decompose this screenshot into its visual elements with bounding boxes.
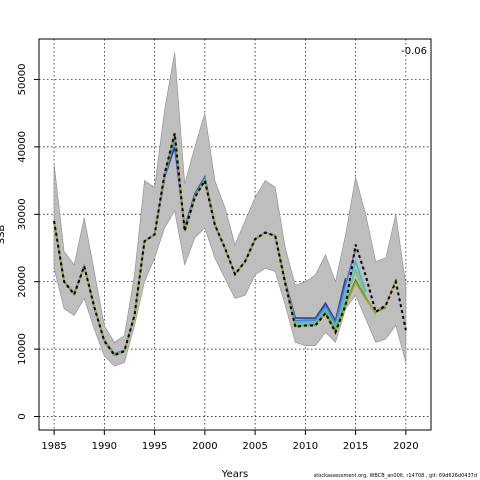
y-tick-label: 40000 xyxy=(17,131,28,163)
x-tick-label: 2020 xyxy=(393,441,418,452)
x-tick-label: 1995 xyxy=(142,441,167,452)
x-tick-label: 1990 xyxy=(92,441,117,452)
x-tick-label: 2005 xyxy=(242,441,267,452)
x-tick-label: 1985 xyxy=(41,441,66,452)
y-tick-label: 50000 xyxy=(17,64,28,96)
footer-credit: stockassessment.org, WBCB_an00lt, r14708… xyxy=(313,473,477,479)
x-tick-label: 2010 xyxy=(293,441,318,452)
plot-frame xyxy=(38,38,432,431)
y-tick-label: 20000 xyxy=(17,266,28,298)
x-tick-label: 2000 xyxy=(192,441,217,452)
rho-annotation: -0.06 xyxy=(401,46,427,57)
y-tick-label: 10000 xyxy=(17,333,28,365)
series-line-2019 xyxy=(53,133,397,357)
series-line-terminal xyxy=(53,133,407,357)
y-tick-label: 0 xyxy=(17,413,28,419)
x-tick-label: 2015 xyxy=(343,441,368,452)
y-tick-label: 30000 xyxy=(17,198,28,230)
x-axis-title: Years xyxy=(221,469,248,480)
confidence-band xyxy=(53,52,407,367)
y-axis-title: SSB xyxy=(0,225,7,245)
